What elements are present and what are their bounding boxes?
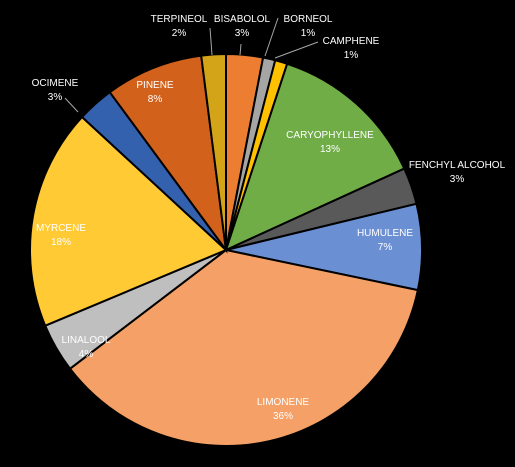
pie-slice-limonene — [68, 248, 420, 447]
data-label-name: LIMONENE — [257, 397, 310, 408]
data-label-name: CAMPHENE — [323, 36, 380, 47]
data-label-caryophyllene: CARYOPHYLLENE 13% — [286, 130, 374, 155]
data-label-name: LINALOOL — [62, 335, 111, 346]
data-label-value: 8% — [148, 94, 163, 105]
data-label-value: 1% — [301, 28, 316, 39]
data-label-name: BISABOLOL — [214, 14, 271, 25]
data-label-value: 13% — [320, 144, 340, 155]
data-label-name: OCIMENE — [32, 78, 79, 89]
data-labels: BISABOLOL 3% BORNEOL 1% CAMPHENE 1% CARYOPHYLL… — [32, 14, 506, 422]
pie-slice-pinene — [108, 54, 228, 254]
leader-line — [274, 41, 319, 59]
pie-slices — [29, 52, 423, 447]
data-label-value: 36% — [273, 411, 293, 422]
data-label-value: 7% — [378, 242, 393, 253]
leader-lines — [64, 17, 319, 113]
leader-line — [64, 97, 79, 113]
leader-line — [264, 17, 279, 57]
data-label-myrcene: MYRCENE 18% — [36, 223, 86, 248]
pie-slice-myrcene — [29, 115, 228, 328]
data-label-limonene: LIMONENE 36% — [257, 397, 310, 422]
data-label-terpineol: TERPINEOL 2% — [151, 14, 208, 39]
pie-slice-terpineol — [200, 52, 227, 251]
data-label-name: PINENE — [136, 80, 174, 91]
pie-slice-caryophyllene — [224, 62, 406, 252]
leader-line — [209, 27, 213, 56]
data-label-name: CARYOPHYLLENE — [286, 130, 374, 141]
data-label-fenchyl-alcohol: FENCHYL ALCOHOL 3% — [409, 160, 506, 185]
data-label-value: 3% — [48, 92, 63, 103]
data-label-borneol: BORNEOL 1% — [284, 14, 333, 39]
data-label-pinene: PINENE 8% — [136, 80, 174, 105]
data-label-value: 2% — [172, 28, 187, 39]
data-label-value: 1% — [344, 50, 359, 61]
data-label-name: FENCHYL ALCOHOL — [409, 160, 506, 171]
data-label-value: 18% — [51, 237, 71, 248]
data-label-name: BORNEOL — [284, 14, 333, 25]
data-label-name: TERPINEOL — [151, 14, 208, 25]
data-label-name: HUMULENE — [357, 228, 413, 239]
data-label-value: 3% — [235, 28, 250, 39]
data-label-value: 4% — [79, 349, 94, 360]
data-label-name: MYRCENE — [36, 223, 86, 234]
data-label-value: 3% — [450, 174, 465, 185]
data-label-ocimene: OCIMENE 3% — [32, 78, 79, 103]
leader-line — [239, 43, 242, 56]
data-label-camphene: CAMPHENE 1% — [323, 36, 380, 61]
data-label-bisabolol: BISABOLOL 3% — [214, 14, 271, 39]
data-label-humulene: HUMULENE 7% — [357, 228, 413, 253]
data-label-linalool: LINALOOL 4% — [62, 335, 111, 360]
